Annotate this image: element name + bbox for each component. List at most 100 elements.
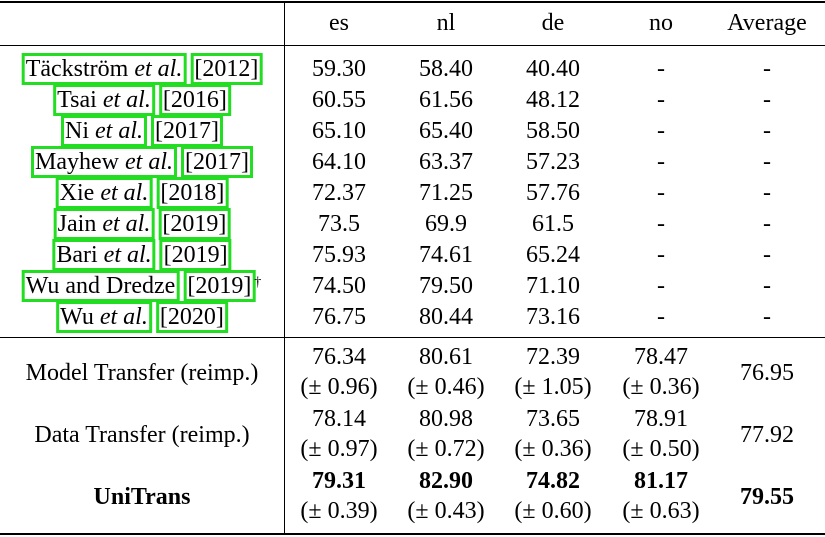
- author-name: Jain: [57, 211, 97, 237]
- baseline-name: Tsai et al. [2016]: [53, 84, 231, 116]
- table-cell: 64.10: [312, 149, 366, 175]
- table-cell: 76.34: [312, 344, 366, 370]
- section-rule: [0, 337, 825, 338]
- table-cell: 72.37: [312, 180, 366, 206]
- std-cell: (± 0.60): [514, 498, 592, 524]
- std-cell: (± 0.43): [407, 498, 485, 524]
- table-cell: -: [657, 87, 665, 113]
- header-rule: [0, 45, 825, 46]
- table-cell: 65.24: [526, 242, 580, 268]
- header-es: es: [329, 10, 349, 36]
- table-cell: 59.30: [312, 56, 366, 82]
- table-cell: 63.37: [419, 149, 473, 175]
- header-nl: nl: [436, 10, 456, 36]
- table-cell: 69.9: [425, 211, 467, 237]
- baseline-name: Ni et al. [2017]: [61, 115, 223, 147]
- table-cell: -: [763, 242, 771, 268]
- table-cell: 74.50: [312, 273, 366, 299]
- table-cell: -: [763, 211, 771, 237]
- table-cell: 72.39: [526, 344, 580, 370]
- table-cell: 79.50: [419, 273, 473, 299]
- year-citation: [2020]: [155, 301, 228, 333]
- table-cell: 61.5: [532, 211, 574, 237]
- year-citation: [2012]: [190, 53, 263, 85]
- std-cell: (± 0.36): [514, 436, 592, 462]
- std-cell: (± 0.72): [407, 436, 485, 462]
- baseline-name: Täckström et al. [2012]: [21, 53, 263, 85]
- et-al: et al.: [100, 180, 149, 206]
- et-al: et al.: [102, 211, 151, 237]
- author-name: Wu: [60, 304, 94, 330]
- baseline-name: Bari et al. [2019]: [52, 239, 232, 271]
- author-citation: Bari et al.: [52, 239, 156, 271]
- table-cell: 73.16: [526, 304, 580, 330]
- year-citation: [2017]: [181, 146, 253, 178]
- top-rule: [0, 1, 825, 3]
- column-separator: [284, 3, 285, 45]
- table-cell: 78.47: [634, 344, 688, 370]
- std-cell: (± 0.46): [407, 374, 485, 400]
- table-cell: 71.25: [419, 180, 473, 206]
- std-cell: (± 0.50): [622, 436, 700, 462]
- author-name: Mayhew: [35, 149, 119, 175]
- author-name: Xie: [59, 180, 95, 206]
- table-cell: -: [763, 118, 771, 144]
- table-cell: -: [657, 149, 665, 175]
- column-separator: [284, 46, 285, 337]
- std-cell: (± 0.39): [300, 498, 378, 524]
- author-citation: Ni et al.: [61, 115, 148, 147]
- table-cell: -: [763, 56, 771, 82]
- header-no: no: [649, 10, 673, 36]
- year-citation: [2019]: [159, 239, 232, 271]
- table-cell: -: [657, 211, 665, 237]
- author-name: Wu and Dredze: [25, 273, 176, 299]
- author-citation: Jain et al.: [53, 208, 155, 240]
- baseline-name: Mayhew et al. [2017]: [31, 146, 253, 178]
- author-name: Tsai: [57, 87, 97, 113]
- header-average: Average: [727, 10, 807, 36]
- table-cell: -: [657, 242, 665, 268]
- std-cell: (± 0.63): [622, 498, 700, 524]
- table-cell: -: [763, 273, 771, 299]
- year-citation: [2016]: [158, 84, 231, 116]
- table-cell: -: [657, 304, 665, 330]
- average-cell: 77.92: [740, 422, 794, 448]
- author-citation: Wu et al.: [56, 301, 152, 333]
- et-al: et al.: [125, 149, 173, 175]
- dagger-mark: †: [254, 275, 262, 290]
- table-cell: 75.93: [312, 242, 366, 268]
- table-cell: -: [657, 56, 665, 82]
- table-cell: -: [657, 273, 665, 299]
- author-citation: Xie et al.: [55, 177, 153, 209]
- table-cell: 79.31: [312, 468, 366, 494]
- std-cell: (± 0.96): [300, 374, 378, 400]
- author-name: Ni: [65, 118, 90, 144]
- table-cell: 81.17: [634, 468, 688, 494]
- table-cell: 80.98: [419, 406, 473, 432]
- table-cell: 58.50: [526, 118, 580, 144]
- table-cell: 60.55: [312, 87, 366, 113]
- baseline-name: Jain et al. [2019]: [53, 208, 231, 240]
- et-al: et al.: [103, 242, 152, 268]
- author-name: Täckström: [25, 56, 129, 82]
- table-cell: 71.10: [526, 273, 580, 299]
- year-citation: [2019]: [158, 208, 231, 240]
- table-cell: 57.23: [526, 149, 580, 175]
- std-cell: (± 0.36): [622, 374, 700, 400]
- std-cell: (± 0.97): [300, 436, 378, 462]
- table-cell: 48.12: [526, 87, 580, 113]
- bottom-rule: [0, 533, 825, 535]
- table-cell: 82.90: [419, 468, 473, 494]
- table-cell: 73.65: [526, 406, 580, 432]
- author-citation: Tsai et al.: [53, 84, 155, 116]
- table-cell: 76.75: [312, 304, 366, 330]
- table-cell: 65.40: [419, 118, 473, 144]
- baseline-name: Wu et al. [2020]: [56, 301, 228, 333]
- average-cell: 76.95: [740, 360, 794, 386]
- header-de: de: [541, 10, 565, 36]
- year-citation: [2018]: [156, 177, 229, 209]
- baseline-name: Xie et al. [2018]: [55, 177, 229, 209]
- method-name: Data Transfer (reimp.): [34, 422, 250, 448]
- table-cell: -: [657, 180, 665, 206]
- et-al: et al.: [99, 304, 148, 330]
